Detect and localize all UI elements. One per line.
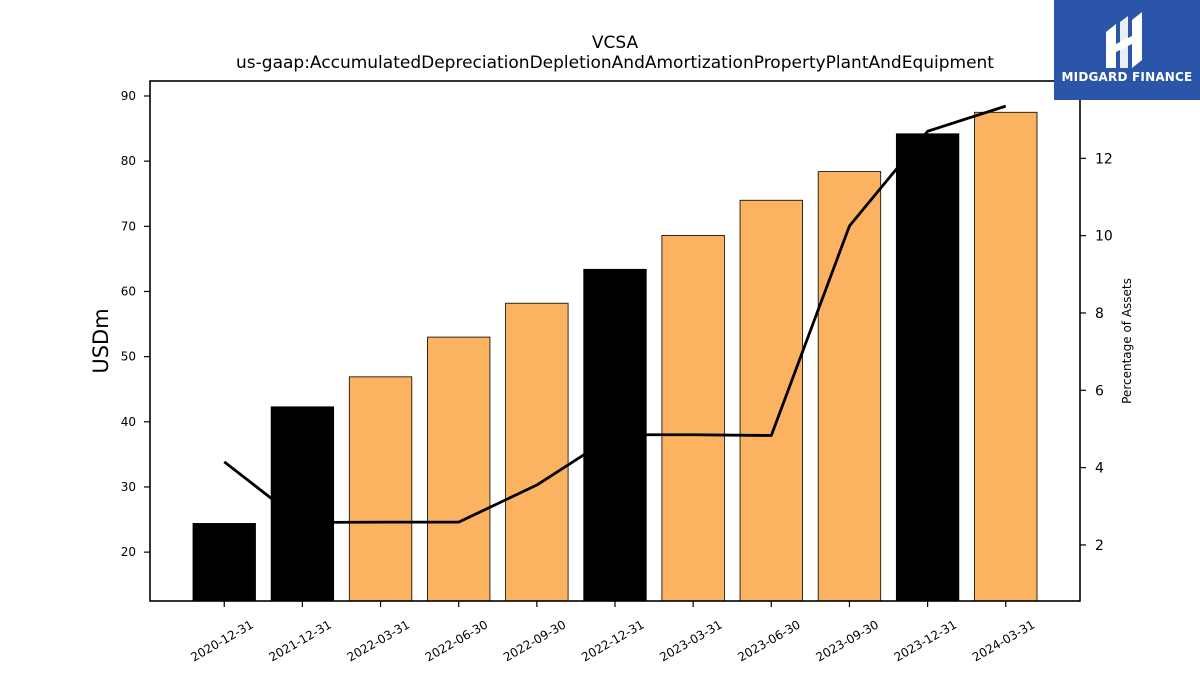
bar-2023-12-31 xyxy=(895,133,960,602)
x-tick-label: 2022-09-30 xyxy=(501,617,568,664)
logo-text: MIDGARD FINANCE xyxy=(1061,70,1193,84)
bar-2023-09-30 xyxy=(817,171,882,602)
x-tick-label: 2022-12-31 xyxy=(579,617,646,664)
bar-2023-03-31 xyxy=(661,235,725,602)
y-axis-left: 20 30 40 50 60 70 80 90 xyxy=(121,89,150,559)
y2-tick-label: 4 xyxy=(1095,461,1104,477)
bar-2021-12-31 xyxy=(270,406,335,602)
y-tick-label: 70 xyxy=(121,219,136,233)
x-tick-label: 2021-12-31 xyxy=(266,617,333,664)
chart-subtitle: us-gaap:AccumulatedDepreciationDepletion… xyxy=(236,53,994,73)
x-tick-label: 2022-06-30 xyxy=(423,617,490,664)
x-tick-label: 2020-12-31 xyxy=(188,617,255,664)
x-tick-label: 2023-03-31 xyxy=(657,617,724,664)
y-tick-label: 80 xyxy=(121,154,136,168)
x-tick-label: 2023-12-31 xyxy=(892,617,959,664)
chart-title: VCSA xyxy=(592,33,639,53)
line-group xyxy=(223,104,1007,524)
y2-tick-label: 8 xyxy=(1095,306,1104,322)
y-tick-label: 40 xyxy=(121,415,136,429)
bar-2023-06-30 xyxy=(739,199,803,602)
x-tick-label: 2023-09-30 xyxy=(814,617,881,664)
x-tick-label: 2024-03-31 xyxy=(970,617,1037,664)
x-tick-label: 2023-06-30 xyxy=(735,617,802,664)
midgard-finance-logo: MIDGARD FINANCE xyxy=(1054,0,1200,100)
bar-2022-03-31 xyxy=(348,376,413,602)
y2-tick-label: 10 xyxy=(1095,229,1113,245)
x-axis: 2020-12-31 2021-12-31 2022-03-31 2022-06-30… xyxy=(188,601,1037,664)
bar-2020-12-31 xyxy=(192,523,256,602)
logo-mark-icon xyxy=(1106,12,1142,68)
percentage-of-assets-line xyxy=(223,104,1007,524)
bar-2024-03-31 xyxy=(974,111,1038,602)
bar-2022-06-30 xyxy=(427,336,491,602)
y2-axis-label: Percentage of Assets xyxy=(1120,278,1134,404)
y-tick-label: 60 xyxy=(121,284,136,298)
x-tick-label: 2022-03-31 xyxy=(345,617,412,664)
y-axis-label: USDm xyxy=(89,308,113,373)
y-tick-label: 50 xyxy=(121,350,136,364)
y-tick-label: 20 xyxy=(121,545,136,559)
bars-group xyxy=(192,111,1038,602)
y2-tick-label: 6 xyxy=(1095,383,1104,399)
y-tick-label: 30 xyxy=(121,480,136,494)
y2-tick-label: 2 xyxy=(1095,538,1104,554)
y-tick-label: 90 xyxy=(121,89,136,103)
bar-2022-09-30 xyxy=(505,302,569,602)
y2-tick-label: 12 xyxy=(1095,151,1113,167)
y-axis-right: 2 4 6 8 10 12 xyxy=(1080,151,1113,554)
